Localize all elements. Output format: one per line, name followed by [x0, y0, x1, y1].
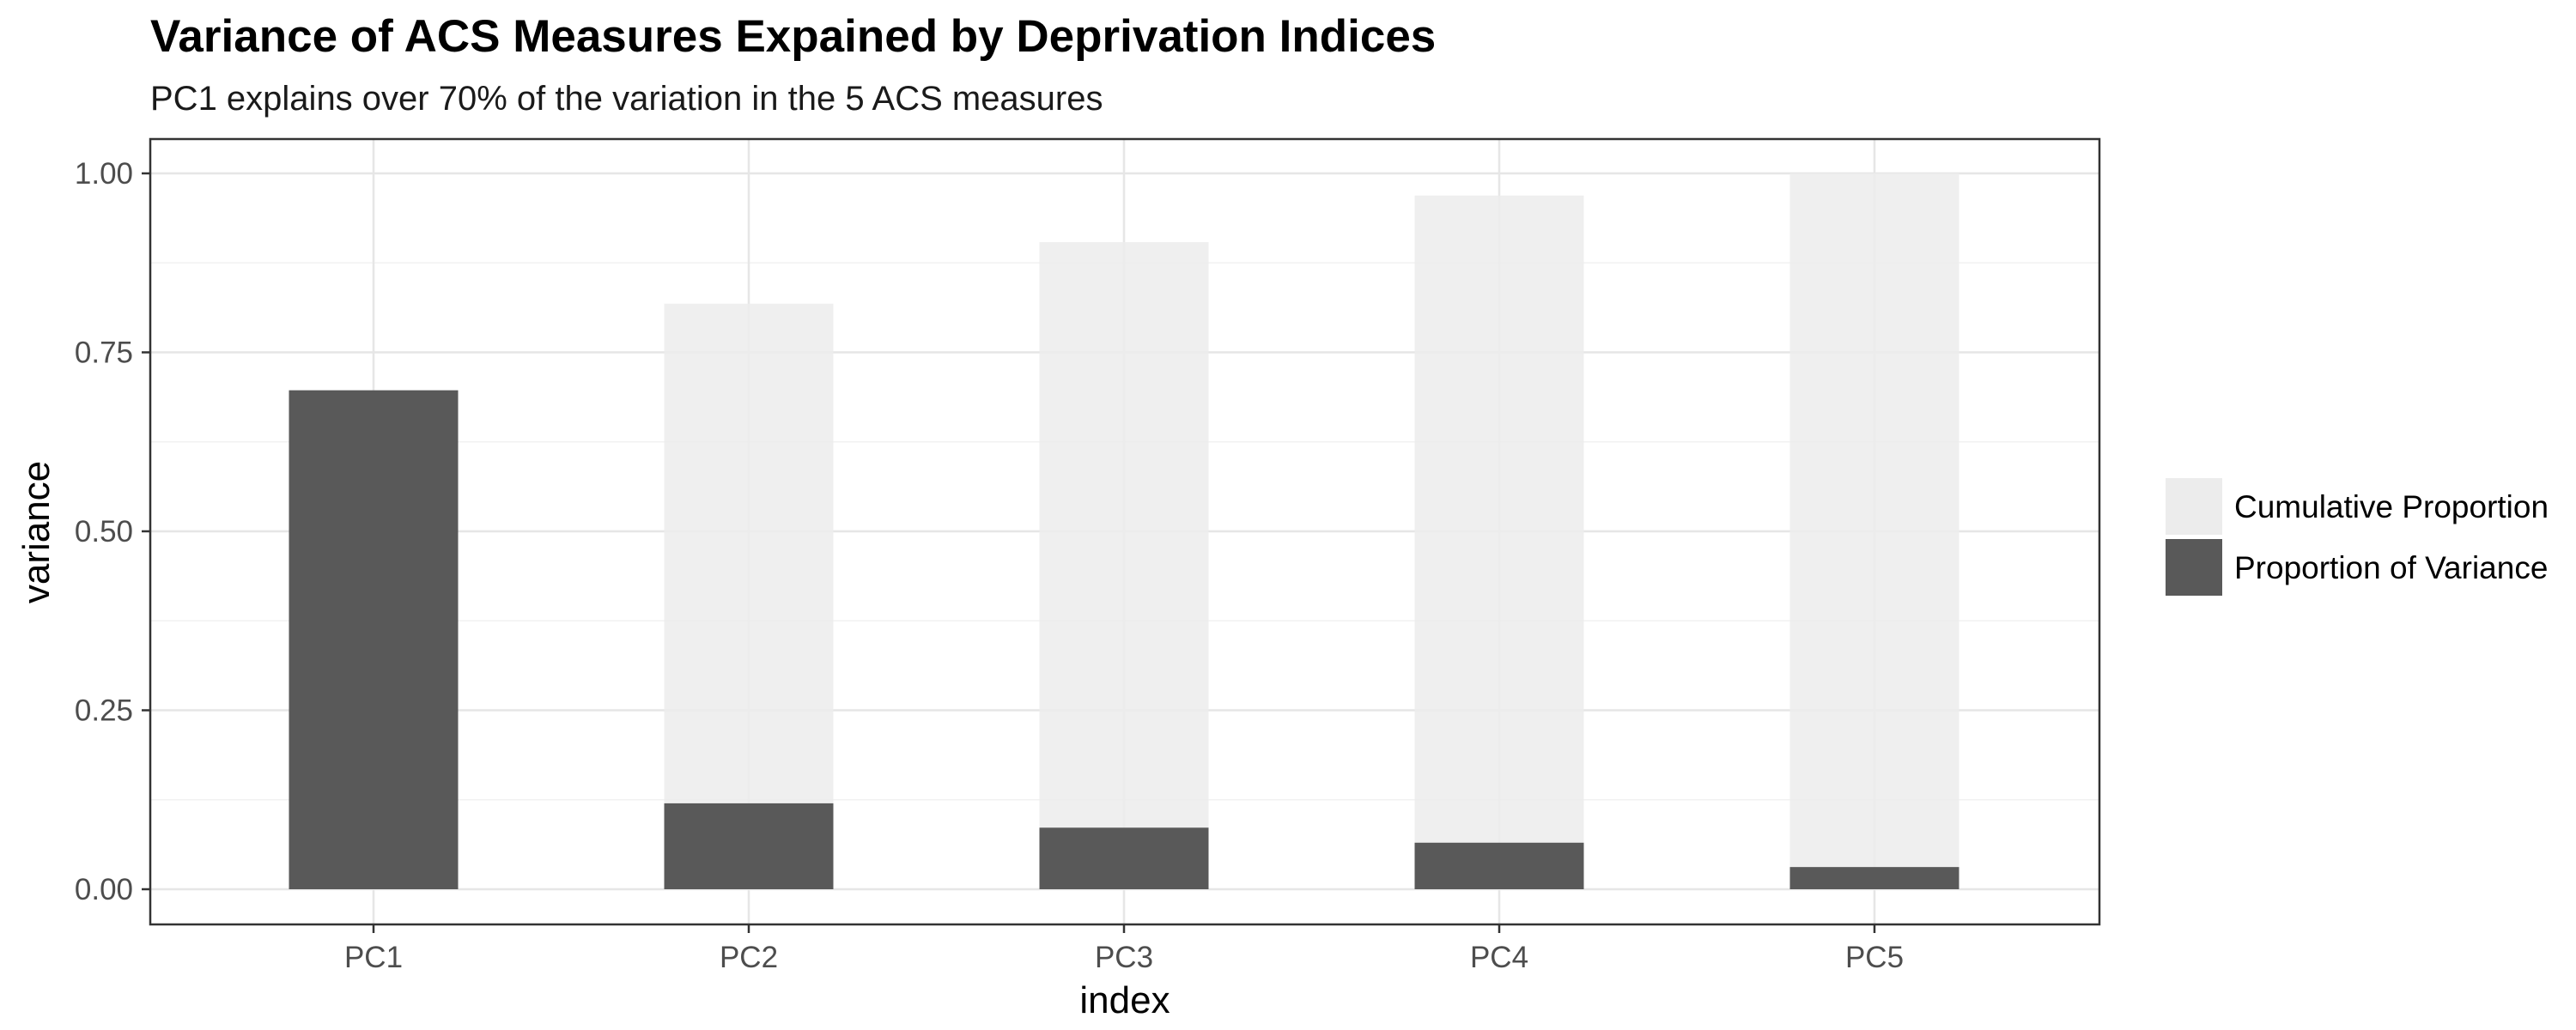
chart-subtitle: PC1 explains over 70% of the variation i…	[150, 80, 1103, 118]
x-tick-label: PC4	[1470, 941, 1528, 974]
y-tick-label: 0.75	[75, 336, 133, 370]
legend-key	[2166, 539, 2222, 596]
y-tick-label: 0.50	[75, 515, 133, 548]
proportion-bars	[289, 390, 1959, 889]
x-tick-label: PC2	[720, 941, 778, 974]
y-tick-label: 1.00	[75, 157, 133, 191]
proportion-bar-pc4	[1414, 842, 1584, 889]
y-axis-title: variance	[15, 461, 58, 603]
legend-label: Proportion of Variance	[2234, 550, 2548, 585]
plot-area	[149, 137, 2101, 926]
proportion-bar-pc2	[664, 803, 834, 889]
proportion-bar-pc3	[1039, 827, 1209, 889]
legend-key	[2166, 478, 2222, 535]
y-axis-ticks: 0.00 0.25 0.50 0.75 1.00	[75, 157, 150, 906]
cumulative-bar-pc2	[664, 303, 834, 890]
y-tick-label: 0.25	[75, 694, 133, 728]
y-tick-label: 0.00	[75, 873, 133, 906]
x-tick-label: PC5	[1845, 941, 1904, 974]
proportion-bar-pc1	[289, 390, 459, 889]
proportion-bar-pc5	[1789, 867, 1959, 889]
cumulative-bar-pc5	[1789, 173, 1959, 889]
legend-label: Cumulative Proportion	[2234, 489, 2549, 524]
x-tick-label: PC1	[344, 941, 403, 974]
legend: Cumulative Proportion Proportion of Varia…	[2166, 478, 2549, 596]
cumulative-bar-pc3	[1039, 242, 1209, 890]
x-axis-title: index	[1079, 979, 1170, 1021]
cumulative-bar-pc4	[1414, 195, 1584, 889]
x-axis-ticks: PC1 PC2 PC3 PC4 PC5	[344, 924, 1904, 974]
chart-title: Variance of ACS Measures Expained by Dep…	[150, 11, 1436, 62]
x-tick-label: PC3	[1095, 941, 1153, 974]
